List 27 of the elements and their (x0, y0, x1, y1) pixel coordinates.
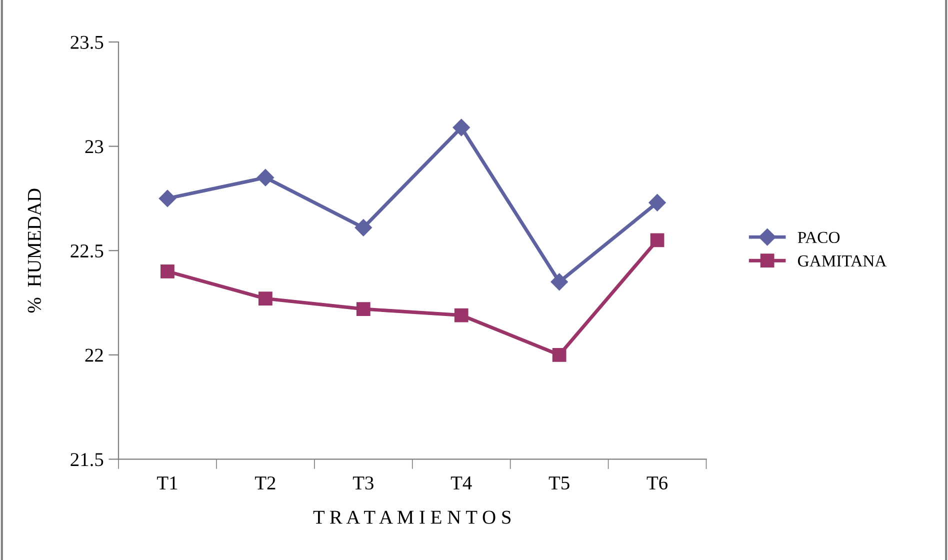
y-tick-label: 21.5 (70, 453, 104, 466)
y-tick-label: 23 (85, 140, 104, 154)
x-axis-title: T R A T A M I E N T O S (313, 510, 511, 524)
y-tick-label: 22.5 (70, 244, 104, 258)
x-tick-label: T3 (352, 476, 374, 490)
y-tick-label: 22 (85, 348, 103, 362)
point (354, 219, 372, 236)
x-tick-label: T4 (450, 476, 472, 490)
y-axis-title: % HUMEDAD (28, 188, 42, 313)
legend-label: GAMITANA (798, 255, 887, 267)
point (158, 190, 176, 207)
x-tick-label: T2 (254, 476, 276, 490)
point (550, 273, 568, 290)
x-tick-label: T5 (548, 476, 570, 490)
point (650, 233, 664, 248)
point (356, 302, 370, 316)
point (552, 348, 566, 362)
y-tick-label: 23.5 (70, 36, 104, 50)
point (648, 194, 666, 212)
point (256, 169, 274, 186)
point (452, 118, 470, 136)
legend-label: PACO (798, 232, 840, 244)
point (454, 308, 468, 322)
x-tick-label: T1 (157, 476, 178, 490)
x-tick-label: T6 (646, 476, 668, 490)
point (258, 292, 272, 306)
point (160, 264, 174, 278)
